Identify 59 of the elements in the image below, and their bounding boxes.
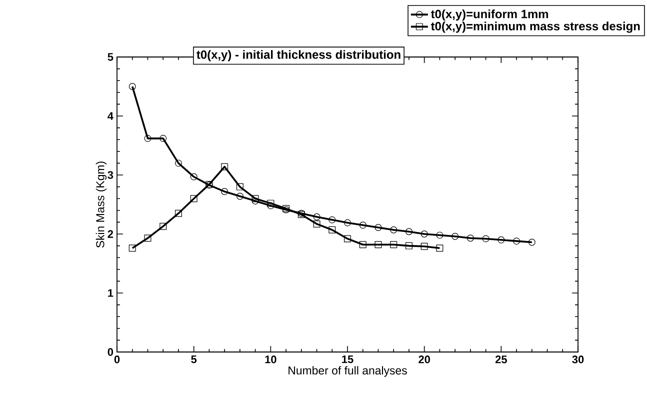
y-axis-title: Skin Mass (Kgm) <box>96 162 107 248</box>
point <box>174 160 182 167</box>
point <box>344 235 351 242</box>
point <box>328 226 336 234</box>
point <box>405 228 412 236</box>
x-tick-label: 30 <box>572 356 584 364</box>
point <box>236 183 244 190</box>
y-tick-label: 2 <box>108 230 114 238</box>
point <box>144 234 152 242</box>
point <box>160 134 167 142</box>
point <box>128 244 136 252</box>
point <box>267 200 274 207</box>
point <box>420 230 428 238</box>
x-tick-label: 20 <box>418 356 430 364</box>
point <box>313 213 320 220</box>
x-tick-label: 0 <box>114 356 120 364</box>
legend-label: t0(x,y)=minimum mass stress design <box>430 22 640 33</box>
point <box>359 222 366 229</box>
x-tick-label: 10 <box>265 356 276 364</box>
y-tick-label: 5 <box>108 53 114 61</box>
point <box>436 232 444 239</box>
y-tick-label: 0 <box>108 348 114 356</box>
point <box>374 224 382 231</box>
point <box>420 242 428 250</box>
point <box>359 241 366 248</box>
point <box>498 236 505 244</box>
y-tick-label: 1 <box>108 289 114 297</box>
x-tick-label: 5 <box>191 356 197 364</box>
y-tick-label: 3 <box>108 171 114 179</box>
point <box>482 235 490 242</box>
point <box>328 216 336 224</box>
point <box>221 188 228 196</box>
point <box>236 192 244 200</box>
point <box>466 234 474 242</box>
point <box>174 210 182 217</box>
point <box>390 241 398 248</box>
point <box>374 241 382 248</box>
point <box>452 232 459 240</box>
x-tick-label: 15 <box>342 356 354 364</box>
y-tick-label: 4 <box>108 112 114 120</box>
point <box>128 83 136 90</box>
point <box>190 173 198 180</box>
x-axis-title: Number of full analyses <box>288 366 407 377</box>
point <box>160 222 167 230</box>
legend-label: t0(x,y)=uniform 1mm <box>430 9 548 21</box>
point <box>528 238 536 246</box>
x-tick-label: 25 <box>495 356 507 364</box>
point <box>144 134 152 142</box>
point <box>513 238 520 245</box>
point <box>390 226 398 234</box>
point <box>405 242 412 250</box>
point <box>436 244 444 252</box>
point <box>190 195 198 202</box>
annotation: t0(x,y) - initial thickness distribution <box>196 50 400 62</box>
point <box>344 219 351 226</box>
point <box>267 202 274 210</box>
point <box>313 220 320 228</box>
point <box>221 163 228 170</box>
point <box>252 195 259 202</box>
